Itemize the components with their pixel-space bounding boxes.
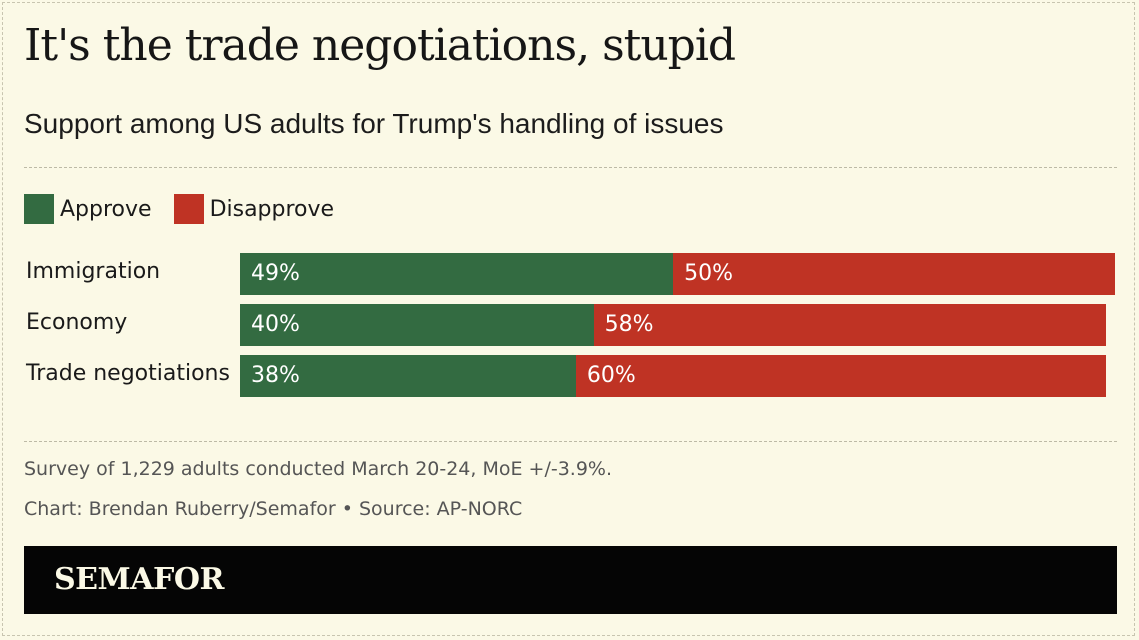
disapprove-value-label: 60% [586,363,636,388]
chart-subtitle: Support among US adults for Trump's hand… [24,108,724,139]
survey-note: Survey of 1,229 adults conducted March 2… [24,458,613,480]
disapprove-bar [593,304,1107,346]
row-label: Economy [26,310,128,335]
row-label: Immigration [26,259,161,284]
legend: Approve Disapprove [24,194,356,224]
approve-value-label: 38% [251,363,300,388]
legend-item-disapprove: Disapprove [173,194,335,224]
legend-swatch-approve [24,194,54,224]
legend-item-approve: Approve [24,194,152,224]
chart-credit: Chart: Brendan Ruberry/Semafor • Source:… [24,498,523,520]
chart-title: It's the trade negotiations, stupid [24,20,736,71]
divider-bottom [24,441,1117,442]
disapprove-value-label: 58% [604,312,654,337]
approve-bar [240,355,576,397]
disapprove-bar [673,253,1116,295]
approve-bar [240,304,594,346]
disapprove-bar [575,355,1107,397]
approve-bar [240,253,674,295]
approve-value-label: 40% [251,312,300,337]
semafor-logo: SEMAFOR [54,562,224,597]
approve-value-label: 49% [251,261,300,286]
legend-label-disapprove: Disapprove [209,196,335,222]
divider-top [24,167,1117,168]
legend-label-approve: Approve [60,196,152,222]
row-label: Trade negotiations [26,361,230,386]
disapprove-value-label: 50% [684,261,734,286]
legend-swatch-disapprove [173,194,204,224]
footer-bar: SEMAFOR [24,546,1117,614]
